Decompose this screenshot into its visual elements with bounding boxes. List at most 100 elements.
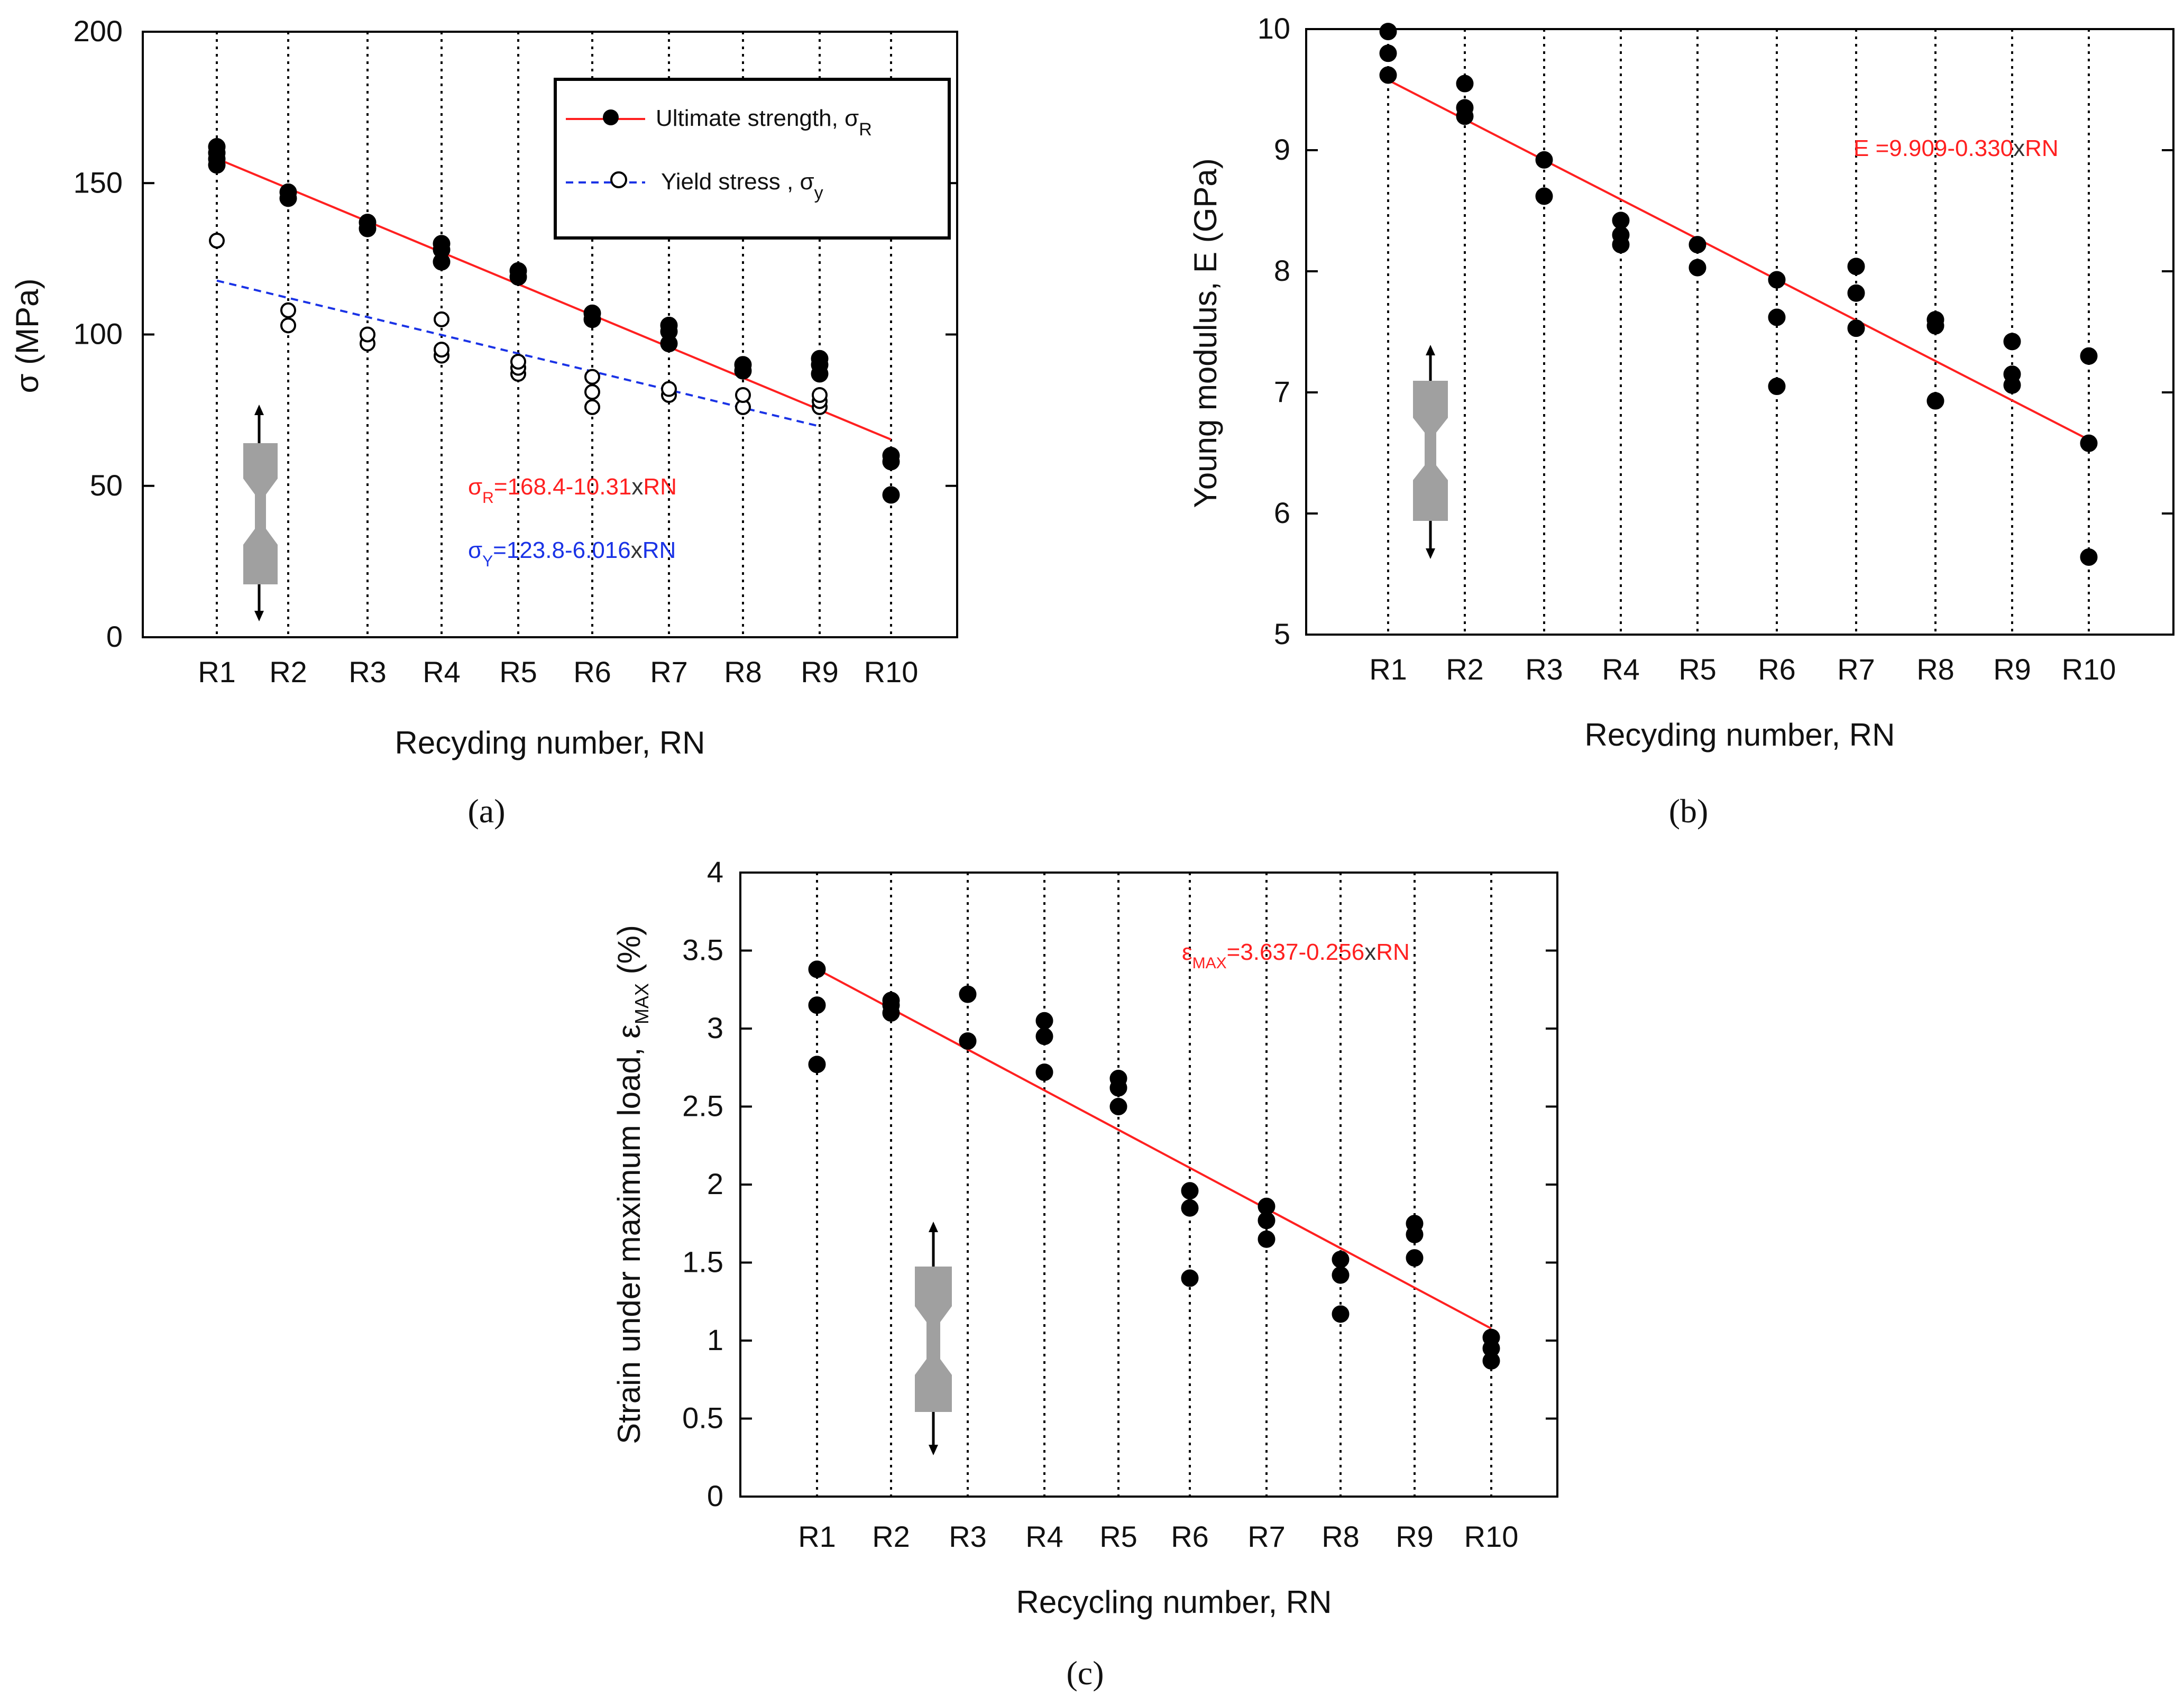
yield-point-r2 [280, 302, 296, 318]
yield-point-r4 [434, 342, 449, 358]
data-point-r9 [811, 350, 829, 368]
x-tick-label-r9: R9 [1993, 653, 2031, 686]
data-points-a [208, 138, 900, 504]
fit-equation-yield: σY=123.8-6.016xRN [468, 537, 676, 570]
fit-line-1 [1388, 79, 2089, 441]
x-tick-label-r8: R8 [724, 655, 762, 689]
data-point-r6 [1768, 271, 1786, 289]
data-point-r6 [583, 304, 601, 322]
arrow-up-icon [254, 405, 264, 415]
y-tick-label: 150 [74, 166, 123, 199]
yield-point-r1 [209, 233, 225, 249]
data-point-r10 [2080, 347, 2098, 365]
dogbone-specimen-icon [915, 1222, 952, 1455]
yield-point-r3 [360, 326, 375, 343]
y-tick-label: 3 [707, 1011, 723, 1044]
x-tick-label-r5: R5 [1678, 653, 1717, 686]
data-point-r5 [1109, 1069, 1127, 1087]
data-point-r8 [734, 356, 752, 374]
x-tick-label-r2: R2 [269, 655, 307, 689]
data-point-r7 [1847, 284, 1865, 302]
dogbone-specimen-icon [243, 405, 278, 621]
data-point-r5 [1689, 259, 1706, 277]
data-point-r8 [1332, 1266, 1350, 1284]
data-point-r3 [959, 985, 977, 1003]
yield-point-r6 [584, 384, 600, 400]
data-point-r3 [359, 214, 377, 232]
fit-lines-a [216, 158, 892, 441]
data-point-r7 [1847, 258, 1865, 276]
x-axis-label-a: Recyding number, RN [395, 725, 705, 760]
y-axis-label-c: Strain under maximum load, εMAX (%) [611, 925, 653, 1444]
data-point-r8 [1926, 392, 1944, 410]
data-point-r3 [1535, 151, 1553, 169]
y-tick-label: 6 [1274, 496, 1290, 529]
y-tick-label: 1 [707, 1323, 723, 1356]
data-point-r9 [1406, 1249, 1424, 1267]
fit-line-1 [216, 158, 892, 441]
y-tick-label: 50 [90, 469, 123, 502]
data-point-r1 [808, 1056, 826, 1074]
x-tick-label-r5: R5 [499, 655, 537, 689]
x-tick-label-r8: R8 [1916, 653, 1954, 686]
dogbone-specimen-icon [1413, 345, 1448, 559]
chart-panel-b: 5 6 7 8 9 10 R1 R2 R3 R4 R5 R6 R7 R8 R9 R10 Recyding n… [1188, 12, 2174, 830]
data-point-r6 [1181, 1199, 1199, 1217]
legend-label-ultimate: Ultimate strength, σR [656, 105, 872, 140]
y-axis-label-b: Young modulus, E (GPa) [1188, 158, 1223, 508]
fit-equation-ultimate: σR=168.4-10.31xRN [468, 474, 677, 507]
y-ticks-a: 0 50 100 150 200 [74, 14, 957, 653]
panel-label-c: (c) [1066, 1654, 1104, 1692]
fit-equation-modulus: E =9.909-0.330xRN [1853, 135, 2059, 161]
x-ticks-c: R1 R2 R3 R4 R5 R6 R7 R8 R9 R10 [798, 1520, 1518, 1553]
data-point-r9 [1406, 1215, 1424, 1233]
y-tick-label: 100 [74, 317, 123, 351]
data-point-r6 [1768, 308, 1786, 326]
fit-lines-c [816, 968, 1492, 1330]
y-tick-label: 7 [1274, 375, 1290, 408]
x-axis-label-b: Recyding number, RN [1585, 717, 1895, 753]
data-points-b [1379, 23, 2098, 566]
grid-c [816, 873, 1492, 1497]
data-point-r5 [1109, 1098, 1127, 1115]
yield-point-r8 [735, 387, 751, 403]
y-tick-label: 10 [1258, 12, 1290, 45]
data-point-r1 [1379, 44, 1397, 62]
data-point-r2 [1456, 75, 1474, 93]
data-point-r1 [808, 996, 826, 1014]
y-tick-label: 0.5 [682, 1401, 723, 1435]
y-tick-label: 3.5 [682, 933, 723, 967]
x-axis-label-c: Recycling number, RN [1016, 1584, 1332, 1620]
x-tick-label-r1: R1 [1369, 653, 1407, 686]
data-point-r9 [2003, 333, 2021, 351]
y-tick-label: 0 [106, 620, 123, 653]
data-point-r1 [1379, 23, 1397, 41]
x-tick-label-r3: R3 [949, 1520, 987, 1553]
y-tick-label: 2 [707, 1167, 723, 1200]
x-ticks-b: R1 R2 R3 R4 R5 R6 R7 R8 R9 R10 [1369, 653, 2116, 686]
data-point-r3 [1535, 187, 1553, 205]
data-point-r6 [1768, 378, 1786, 396]
y-tick-label: 4 [707, 855, 723, 888]
x-tick-label-r6: R6 [1758, 653, 1796, 686]
legend-a: Ultimate strength, σR Yield stress , σy [554, 78, 951, 240]
data-point-r1 [1379, 66, 1397, 84]
y-tick-label: 200 [74, 14, 123, 48]
yield-point-r9 [812, 387, 828, 403]
arrow-up-icon [1426, 345, 1435, 355]
data-point-r4 [1612, 212, 1630, 230]
y-ticks-b: 5 6 7 8 9 10 [1258, 12, 2173, 650]
data-point-r8 [1332, 1305, 1350, 1323]
y-tick-label: 5 [1274, 617, 1290, 650]
plot-frame-c [739, 872, 1558, 1498]
data-point-r9 [2003, 365, 2021, 383]
x-tick-label-r10: R10 [2062, 653, 2116, 686]
y-tick-label: 9 [1274, 133, 1290, 166]
data-point-r7 [660, 316, 678, 334]
panel-label-a: (a) [467, 792, 505, 830]
data-point-r7 [1258, 1230, 1275, 1248]
x-tick-label-r2: R2 [872, 1520, 910, 1553]
yield-point-r6 [584, 369, 600, 385]
fit-equation-strain: εMAX=3.637-0.256xRN [1182, 939, 1410, 972]
x-tick-label-r4: R4 [1602, 653, 1640, 686]
